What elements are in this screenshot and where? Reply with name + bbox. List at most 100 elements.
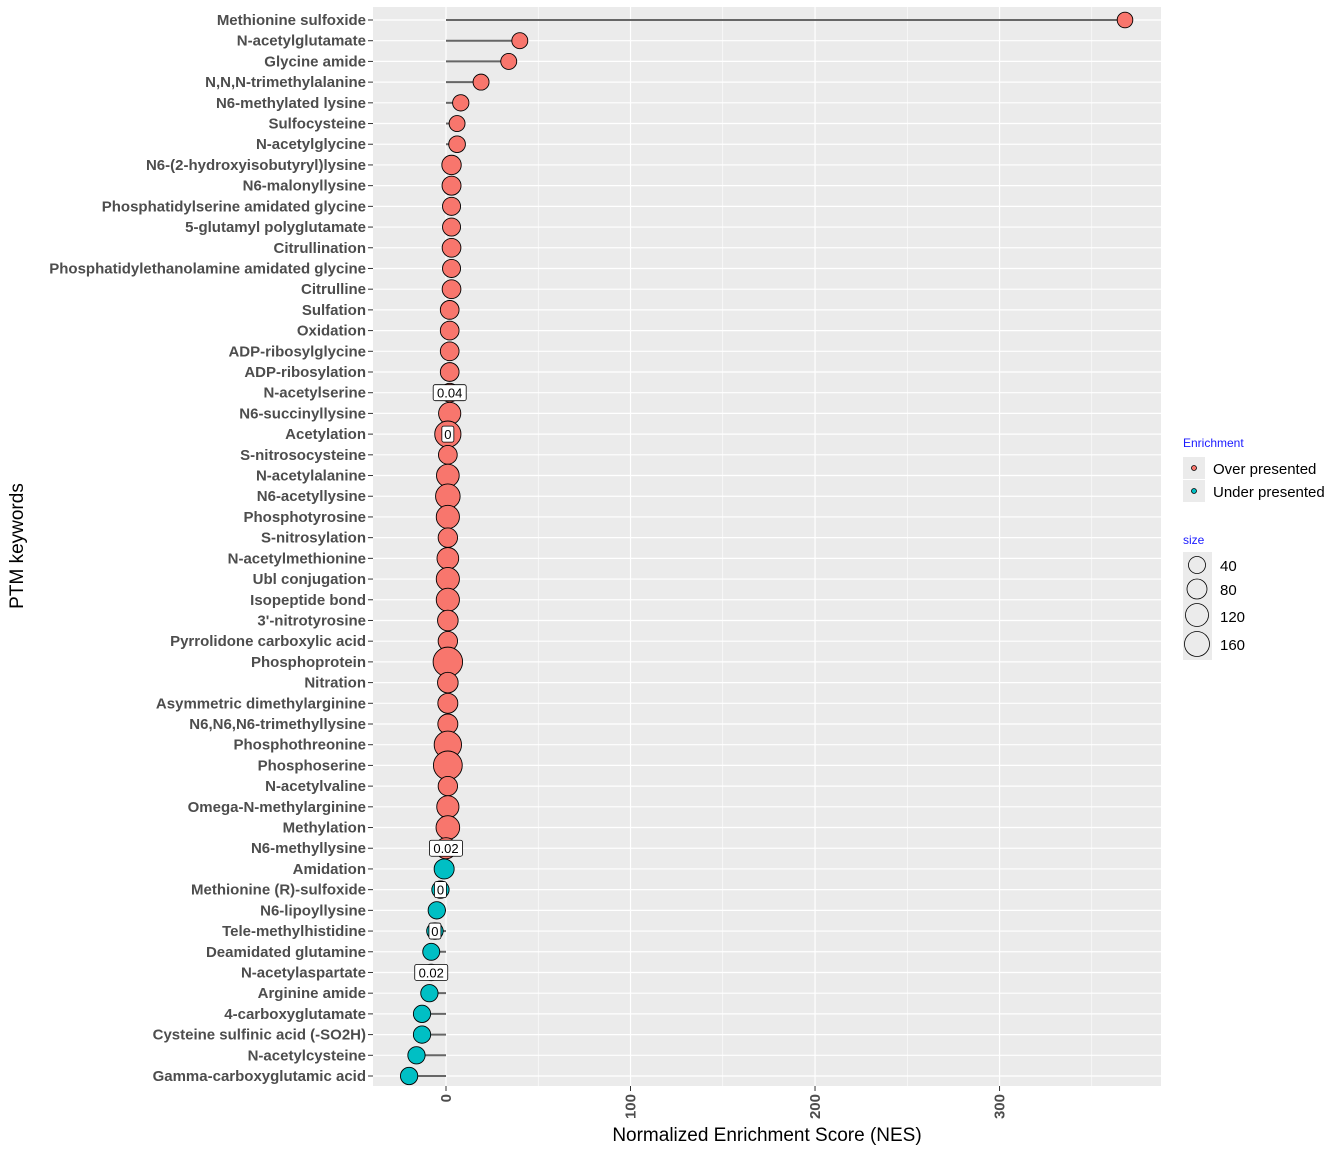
point-43: [427, 901, 446, 920]
legend-size-bg: [1183, 552, 1212, 660]
pvalue-label-18: 0.04: [437, 386, 462, 401]
legend-size: size 40 80 120 160: [1183, 533, 1245, 660]
y-tick-label-5: Sulfocysteine: [268, 116, 366, 133]
point-39: [435, 815, 461, 840]
point-27: [435, 567, 460, 592]
pvalue-label-42: 0: [437, 883, 444, 898]
point-50: [407, 1046, 426, 1065]
y-tick-label-49: Cysteine sulfinic acid (-SO2H): [153, 1027, 366, 1044]
legend-size-key-80: [1186, 578, 1208, 600]
y-tick-label-34: N6,N6,N6-trimethyllysine: [189, 716, 366, 733]
y-tick-label-46: N-acetylaspartate: [241, 964, 366, 981]
y-tick-label-45: Deamidated glutamine: [206, 944, 366, 961]
point-28: [435, 587, 460, 612]
y-tick-label-4: N6-methylated lysine: [216, 95, 366, 112]
point-49: [412, 1025, 432, 1044]
pvalue-labels: 0.04 0 0.02 0 0 0.02: [414, 384, 467, 981]
y-tick-label-14: Sulfation: [302, 302, 366, 319]
point-51: [399, 1066, 419, 1086]
y-tick-label-40: N6-methyllysine: [251, 840, 366, 857]
point-25: [437, 527, 458, 548]
y-tick-label-21: S-nitrosocysteine: [240, 447, 366, 464]
point-13: [441, 279, 462, 300]
y-tick-label-3: N,N,N-trimethylalanine: [205, 74, 366, 91]
legend-size-key-120: [1185, 603, 1209, 627]
plot-panel: [373, 7, 1161, 1086]
y-tick-label-26: N-acetylmethionine: [228, 550, 366, 567]
y-tick-label-36: Phosphoserine: [258, 757, 366, 774]
point-6: [448, 135, 466, 154]
y-tick-label-10: 5-glutamyl polyglutamate: [185, 219, 366, 236]
y-tick-label-19: N6-succinyllysine: [239, 405, 366, 422]
y-axis-ticks: [368, 19, 373, 1077]
y-axis-title: PTM keywords: [7, 483, 28, 609]
legend-size-key-160: [1184, 631, 1210, 657]
pvalue-box-18: [432, 384, 467, 402]
point-32: [437, 671, 459, 694]
point-36: [432, 750, 463, 781]
y-tick-label-41: Amidation: [293, 861, 366, 878]
legend-key-over: [1191, 465, 1197, 471]
y-tick-label-32: Nitration: [304, 675, 366, 692]
x-tick-label-300: 300: [992, 1094, 1009, 1119]
x-axis-ticks: [445, 1086, 1001, 1091]
y-tick-label-37: N-acetylvaline: [265, 778, 366, 795]
y-tick-label-51: Gamma-carboxyglutamic acid: [153, 1068, 366, 1085]
y-tick-label-48: 4-carboxyglutamate: [224, 1006, 366, 1023]
legend-size-label-120: 120: [1220, 609, 1245, 626]
y-tick-label-15: Oxidation: [297, 323, 366, 340]
y-tick-label-27: Ubl conjugation: [253, 571, 366, 588]
point-29: [437, 609, 459, 632]
point-48: [412, 1004, 432, 1023]
legend-size-key-40: [1188, 556, 1206, 574]
y-tick-label-31: Phosphoprotein: [251, 654, 366, 671]
x-tick-label-100: 100: [623, 1094, 640, 1119]
point-14: [439, 300, 460, 320]
point-3: [472, 73, 490, 91]
point-4: [452, 94, 470, 112]
legend-size-title: size: [1183, 533, 1205, 547]
point-26: [436, 547, 460, 570]
point-0: [1116, 11, 1134, 29]
point-1: [511, 32, 529, 50]
point-17: [439, 362, 460, 382]
point-41: [433, 858, 455, 880]
legend-enrichment: Enrichment Over presented Under presente…: [1183, 436, 1325, 502]
pvalue-box-44: [428, 922, 442, 940]
x-tick-label-200: 200: [807, 1094, 824, 1119]
point-12: [442, 258, 462, 278]
point-21: [438, 444, 458, 465]
y-tick-label-22: N-acetylalanine: [256, 468, 366, 485]
y-tick-label-9: Phosphatidylserine amidated glycine: [102, 198, 366, 215]
legend-enrichment-title: Enrichment: [1183, 436, 1244, 450]
point-22: [436, 463, 460, 488]
y-tick-label-1: N-acetylglutamate: [237, 33, 366, 50]
point-11: [441, 237, 462, 258]
y-tick-label-7: N6-(2-hydroxyisobutyryl)lysine: [146, 157, 366, 174]
pvalue-label-20: 0: [444, 427, 451, 442]
legend-size-label-80: 80: [1220, 582, 1237, 599]
lollipop-points: [399, 11, 1134, 1086]
x-axis-title: Normalized Enrichment Score (NES): [612, 1125, 921, 1146]
y-tick-label-23: N6-acetyllysine: [257, 488, 366, 505]
point-8: [441, 175, 462, 196]
y-tick-label-25: S-nitrosylation: [261, 530, 366, 547]
pvalue-label-40: 0.02: [433, 841, 458, 856]
y-tick-label-16: ADP-ribosylglycine: [228, 343, 366, 360]
point-15: [439, 320, 460, 341]
point-9: [442, 196, 462, 216]
point-7: [441, 154, 462, 176]
y-tick-label-2: Glycine amide: [264, 53, 366, 70]
y-tick-label-13: Citrulline: [301, 281, 366, 298]
y-tick-label-42: Methionine (R)-sulfoxide: [191, 882, 366, 899]
legend-size-label-160: 160: [1220, 637, 1245, 654]
y-tick-label-12: Phosphatidylethanolamine amidated glycin…: [49, 260, 366, 277]
pvalue-box-42: [434, 881, 447, 899]
y-tick-label-24: Phosphotyrosine: [243, 509, 366, 526]
legend-size-label-40: 40: [1220, 558, 1237, 575]
y-tick-label-50: N-acetylcysteine: [248, 1047, 366, 1064]
point-47: [420, 984, 439, 1003]
legend-label-over: Over presented: [1213, 461, 1316, 478]
point-33: [437, 692, 459, 714]
